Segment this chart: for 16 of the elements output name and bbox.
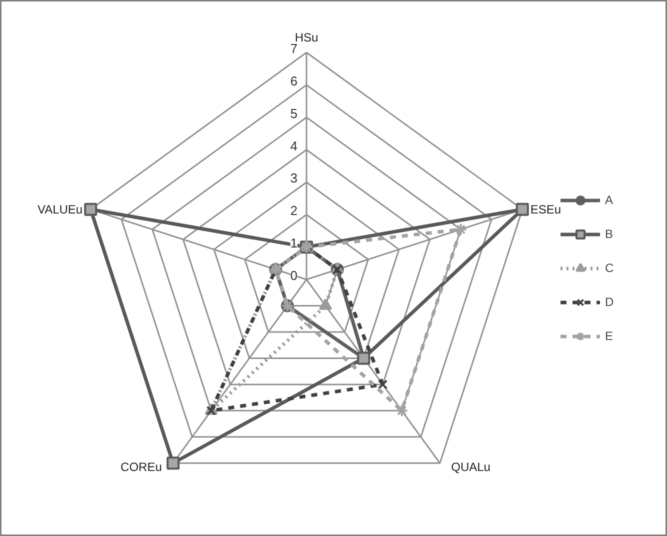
y-tick-label: 4 [290, 138, 298, 154]
y-tick-label: 1 [290, 236, 298, 251]
spoke-label: COREu [120, 460, 162, 474]
legend-label: E [605, 329, 614, 343]
spoke-label: ESEu [530, 202, 562, 216]
legend-label: A [605, 193, 614, 207]
y-tick-label: 0 [290, 268, 298, 283]
legend-label: D [605, 295, 615, 309]
y-tick-label: 3 [290, 170, 298, 186]
y-tick-label: 6 [290, 73, 298, 88]
legend-label: B [605, 227, 614, 241]
spoke-label: VALUEu [37, 202, 83, 216]
y-tick-label: 5 [290, 106, 298, 121]
legend-label: C [605, 261, 615, 275]
y-tick-label: 2 [290, 203, 298, 218]
spoke-label: QUALu [451, 460, 490, 474]
